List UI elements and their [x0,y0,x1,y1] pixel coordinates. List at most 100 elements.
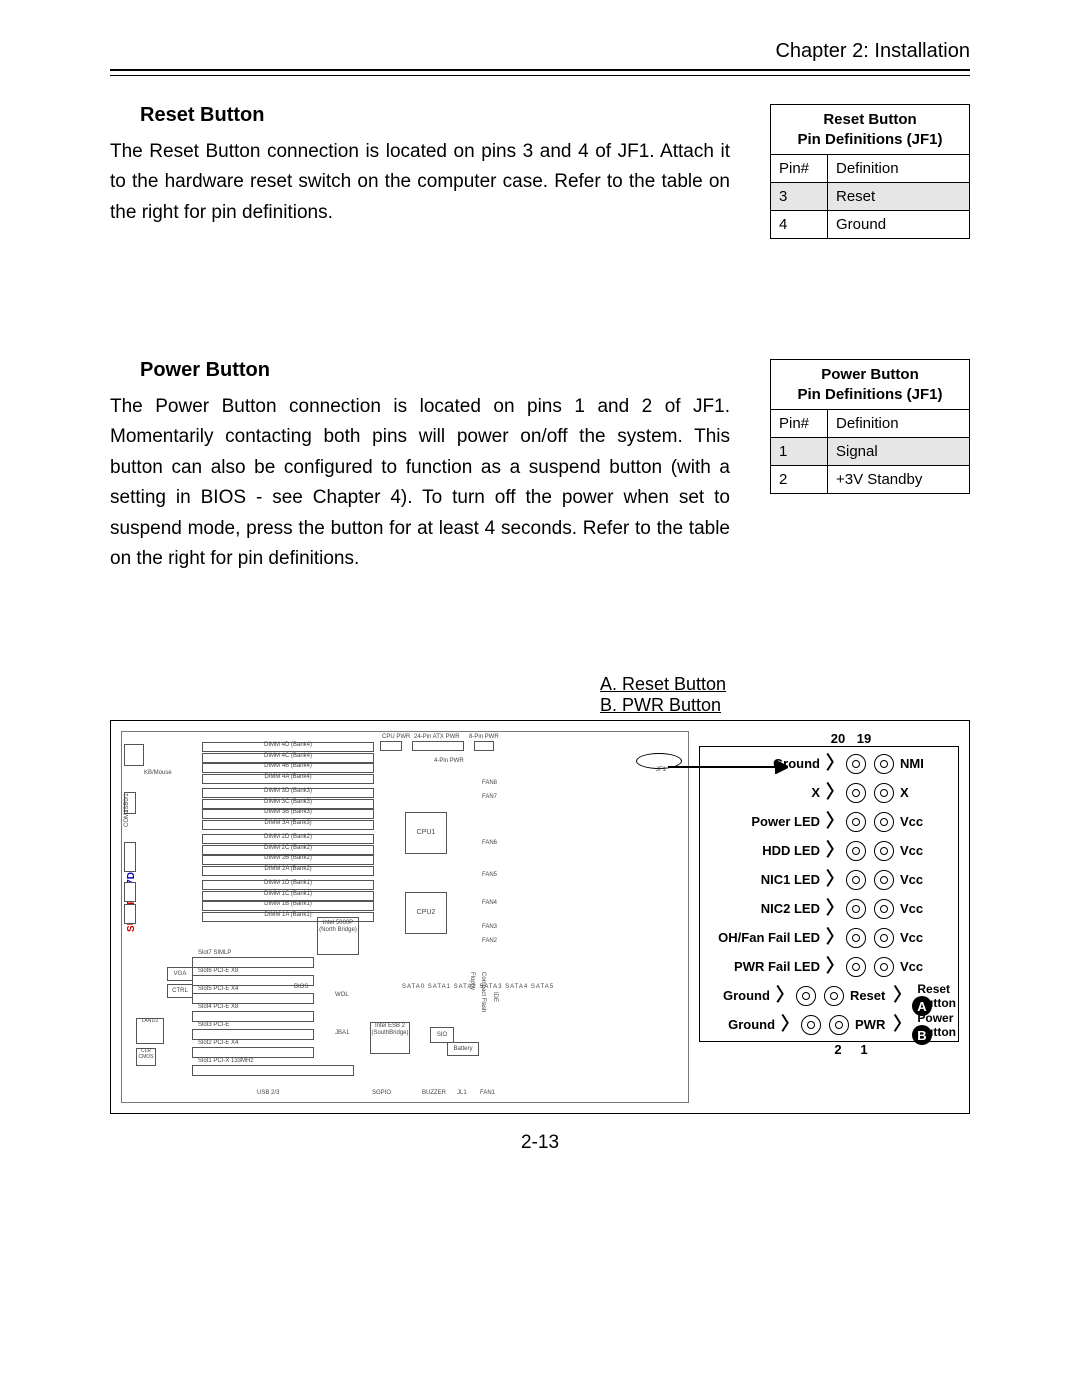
power-row1-def: Signal [828,438,970,466]
jf1-right-label: Vcc [900,901,923,916]
jf1-pinout: 20 19 Ground〉NMIX〉XPower LED〉VccHDD LED〉… [689,731,959,1103]
pin [846,841,866,861]
vga: VGA [167,967,193,981]
power-row2-pin: 2 [771,466,828,494]
jf1-left-label: X [702,785,826,800]
pin-num-20: 20 [825,731,851,746]
jf1-right-label: Vcc [900,930,923,945]
cpupwr: CPU PWR [382,734,410,740]
reset-row1-pin: 3 [771,183,828,211]
jf1-left-label: NIC1 LED [702,872,826,887]
legend-a: A. Reset Button [600,674,970,695]
pci-slot-label: Slot2 PCI-E X4 [198,1040,238,1046]
dimm-slot: DIMM 4A (Bank4) [202,774,374,784]
ctrl: CTRL [167,984,193,998]
dimm-slot: DIMM 3A (Bank3) [202,820,374,830]
pin [874,841,894,861]
jf1-left-label: Power LED [702,814,826,829]
reset-table-title2: Pin Definitions (JF1) [797,131,942,148]
pin-num-2: 2 [825,1042,851,1057]
pci-slot [192,1011,314,1022]
power-table-title1: Power Button [821,366,919,383]
pin [846,754,866,774]
pin [846,957,866,977]
arrow [668,760,788,774]
pci-slot [192,1047,314,1058]
reset-body: The Reset Button connection is located o… [110,137,730,228]
pci-slot-label: Slot7 SIMLP [198,950,231,956]
legend-b: B. PWR Button [600,695,970,716]
pin [846,899,866,919]
reset-heading: Reset Button [140,104,730,127]
reset-col2: Definition [828,155,970,183]
pin [874,957,894,977]
jf1-row: Power LED〉Vcc [702,807,956,836]
reset-table-title1: Reset Button [823,111,916,128]
diagram-area: SUPER●X7DBi DIMM 4D (Bank4)DIMM 4C (Bank… [110,720,970,1114]
cpu1: CPU1 [405,812,447,854]
dimm-slot: DIMM 3C (Bank3) [202,799,374,809]
pci-slot-label: Slot1 PCI-X 133MHz [198,1058,253,1064]
legend: A. Reset Button B. PWR Button [600,674,970,716]
reset-row2-pin: 4 [771,211,828,239]
cpu2: CPU2 [405,892,447,934]
sfpwr: 8-Pin PWR [469,734,499,740]
pin [846,870,866,890]
dimm-slot: DIMM 2B (Bank2) [202,855,374,865]
pin-num-19: 19 [851,731,877,746]
reset-row2-def: Ground [828,211,970,239]
dimm-slot: DIMM 4B (Bank4) [202,763,374,773]
power-table: Power Button Pin Definitions (JF1) Pin# … [770,359,970,494]
page-number: 2-13 [110,1132,970,1154]
jf1-row: PWR Fail LED〉Vcc [702,952,956,981]
power-body: The Power Button connection is located o… [110,392,730,574]
reset-section: Reset Button The Reset Button connection… [110,104,970,239]
dimm-slot: DIMM 2D (Bank2) [202,834,374,844]
pci-slot [192,1065,354,1076]
jf1-row: X〉X [702,778,956,807]
reset-col1: Pin# [771,155,828,183]
power-section: Power Button The Power Button connection… [110,359,970,574]
northbridge: Intel 5000P (North Bridge) [317,917,359,955]
pci-slot-label: Slot3 PCI-E [198,1022,229,1028]
pin [874,812,894,832]
pci-slot [192,1029,314,1040]
jf1-right-label: Reset [850,988,885,1003]
pin [846,783,866,803]
southbridge: Intel ESB 2 (SouthBridge) [370,1022,410,1054]
dimm-slot: DIMM 4D (Bank4) [202,742,374,752]
pin [874,899,894,919]
jf1-left-label: NIC2 LED [702,901,826,916]
jf1-right-label: Vcc [900,843,923,858]
jf1-right-label: PWR [855,1017,885,1032]
pci-slot [192,993,314,1004]
pin [846,812,866,832]
jf1-label: JF1 [656,767,666,773]
jf1-row: HDD LED〉Vcc [702,836,956,865]
pin [829,1015,849,1035]
4pin: 4-Pin PWR [434,758,464,764]
dimm-slot: DIMM 3B (Bank3) [202,809,374,819]
jf1-left-label: OH/Fan Fail LED [702,930,826,945]
pin-num-1: 1 [851,1042,877,1057]
battery: Battery [447,1042,479,1056]
jf1-right-label: Vcc [900,872,923,887]
jf1-right-label: Vcc [900,959,923,974]
pin [801,1015,821,1035]
jf1-left-label: Ground [702,1017,781,1032]
pin [874,783,894,803]
power-row2-def: +3V Standby [828,466,970,494]
jf1-right-label: X [900,785,909,800]
header-rule [110,69,970,76]
pin [874,754,894,774]
power-heading: Power Button [140,359,730,382]
pin [824,986,844,1006]
jf1-left-label: PWR Fail LED [702,959,826,974]
pin [874,928,894,948]
jf1-row: NIC1 LED〉Vcc [702,865,956,894]
pci-slot-label: Slot6 PCI-E X8 [198,968,238,974]
jf1-left-label: HDD LED [702,843,826,858]
kb-label: KB/Mouse [144,770,172,776]
power-row1-pin: 1 [771,438,828,466]
atxpwr: 24-Pin ATX PWR [414,734,460,740]
